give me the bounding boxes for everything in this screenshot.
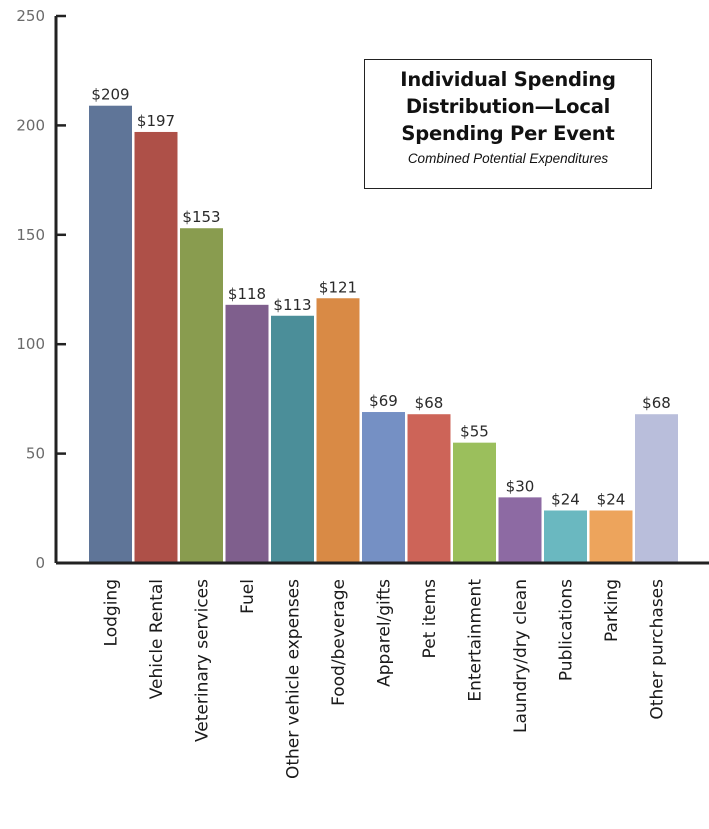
category-label: Pet items <box>420 579 440 659</box>
bar-apparel-gifts <box>362 412 405 562</box>
bars-group <box>89 105 678 562</box>
category-label: Food/beverage <box>329 579 349 706</box>
data-label: $153 <box>182 208 220 226</box>
y-tick-label: 100 <box>16 335 45 353</box>
chart-title-line-2: Distribution—Local <box>405 95 611 118</box>
y-tick-label: 150 <box>16 226 45 244</box>
data-label: $113 <box>273 296 311 314</box>
data-label: $68 <box>415 394 444 412</box>
bar-fuel <box>225 304 269 562</box>
category-labels-group: Lodging Vehicle Rental Veterinary services… <box>102 579 668 779</box>
bar-parking <box>589 510 633 562</box>
y-tick-label: 50 <box>26 445 45 463</box>
data-label: $24 <box>551 490 580 508</box>
category-label: Other vehicle expenses <box>284 579 304 779</box>
data-label: $197 <box>137 112 175 130</box>
category-label: Parking <box>602 579 622 642</box>
bar-laundry-dry-clean <box>498 497 542 562</box>
data-label: $30 <box>506 477 535 495</box>
category-label: Veterinary services <box>193 579 213 742</box>
data-label: $118 <box>228 285 266 303</box>
chart-title-box: Individual Spending Distribution—Local S… <box>364 59 652 189</box>
y-tick-label: 250 <box>16 7 45 25</box>
data-label: $68 <box>642 394 671 412</box>
bar-entertainment <box>453 442 496 562</box>
category-label: Entertainment <box>466 579 486 702</box>
chart-title-line-1: Individual Spending <box>400 68 616 91</box>
data-label: $121 <box>319 278 357 296</box>
bar-vehicle-rental <box>134 131 178 562</box>
bar-veterinary-services <box>180 228 223 562</box>
y-tick-label: 0 <box>35 554 45 572</box>
y-tick-label: 200 <box>16 116 45 134</box>
data-label: $69 <box>369 392 398 410</box>
category-label: Laundry/dry clean <box>511 579 531 733</box>
data-label: $24 <box>597 490 626 508</box>
category-label: Vehicle Rental <box>147 579 167 699</box>
y-ticks-group: 0 50 100 150 200 250 <box>16 7 66 572</box>
data-label: $209 <box>91 86 129 104</box>
bar-publications <box>544 510 587 562</box>
category-label: Apparel/gifts <box>375 579 395 687</box>
chart-title-line-3: Spending Per Event <box>401 122 615 145</box>
category-label: Fuel <box>238 579 258 614</box>
bar-other-vehicle-expenses <box>271 315 314 562</box>
category-label: Publications <box>557 579 577 681</box>
category-label: Lodging <box>102 579 122 646</box>
chart-subtitle: Combined Potential Expenditures <box>407 151 609 166</box>
data-label: $55 <box>460 423 489 441</box>
bar-pet-items <box>407 414 451 562</box>
bar-food-beverage <box>316 298 360 562</box>
axes-group <box>54 16 709 565</box>
bar-lodging <box>89 105 132 562</box>
bar-other-purchases <box>635 414 678 562</box>
category-label: Other purchases <box>648 579 668 720</box>
data-labels-group: $209 $197 $153 $118 $113 $121 $69 $68 $55 $30 $24 $… <box>91 86 670 509</box>
